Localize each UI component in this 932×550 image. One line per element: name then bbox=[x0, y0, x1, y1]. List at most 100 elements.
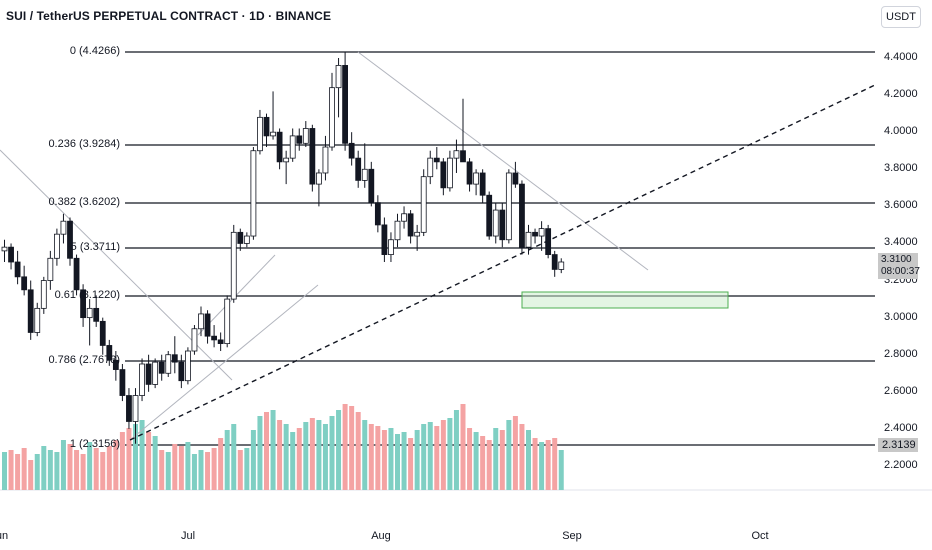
volume-bar bbox=[191, 454, 197, 490]
volume-bar bbox=[257, 416, 263, 490]
candle-body-down bbox=[237, 231, 244, 244]
volume-bar bbox=[218, 438, 224, 490]
candle-body-up bbox=[335, 65, 342, 89]
volume-bar bbox=[545, 440, 551, 490]
fib-level-label: 5 (3.3711) bbox=[70, 241, 120, 253]
volume-bar bbox=[106, 446, 112, 490]
candle-body-up bbox=[34, 307, 41, 333]
volume-bar bbox=[342, 404, 348, 490]
candle-body-down bbox=[499, 209, 506, 241]
candle-body-up bbox=[492, 209, 499, 237]
volume-bar bbox=[355, 412, 361, 490]
candle-body-down bbox=[466, 161, 473, 185]
volume-bar bbox=[198, 450, 204, 490]
candle-body-down bbox=[217, 339, 224, 344]
candle-body-down bbox=[99, 320, 106, 346]
candle-body-down bbox=[309, 128, 316, 185]
time-tick-label: Aug bbox=[371, 530, 391, 542]
volume-bar bbox=[290, 432, 296, 490]
volume-bar bbox=[172, 444, 178, 490]
volume-bar bbox=[309, 418, 315, 490]
price-tick-label: 4.4000 bbox=[884, 51, 918, 63]
volume-bar bbox=[493, 428, 499, 490]
candle-body-down bbox=[512, 172, 519, 185]
candle-body-down bbox=[211, 335, 218, 341]
volume-bar bbox=[506, 420, 512, 490]
volume-bar bbox=[185, 442, 191, 490]
candle-body-down bbox=[532, 231, 538, 237]
candle-body-down bbox=[27, 289, 34, 333]
volume-bar bbox=[381, 430, 387, 490]
candle-body-down bbox=[21, 276, 28, 291]
volume-bar bbox=[303, 422, 309, 490]
price-tick-label: 3.0000 bbox=[884, 310, 918, 323]
volume-bar bbox=[519, 424, 525, 490]
candle-body-up bbox=[315, 172, 322, 185]
candle-body-up bbox=[257, 116, 263, 152]
volume-bar bbox=[539, 442, 545, 490]
volume-bar bbox=[395, 434, 400, 490]
volume-bar bbox=[205, 452, 211, 490]
symbol-title[interactable]: SUI / TetherUS PERPETUAL CONTRACT · 1D ·… bbox=[6, 9, 332, 23]
price-tick-label: 3.4000 bbox=[884, 236, 918, 249]
candle-body-down bbox=[381, 224, 388, 255]
volume-bar bbox=[283, 424, 289, 490]
volume-bar bbox=[231, 424, 237, 490]
candle-body-up bbox=[505, 172, 512, 241]
candle-body-down bbox=[440, 161, 447, 189]
last-price: 3.3100 bbox=[881, 254, 912, 265]
fib-level-label: 0.382 (3.6202) bbox=[48, 196, 120, 208]
candle-body-down bbox=[545, 228, 552, 255]
volume-bar bbox=[349, 406, 355, 490]
volume-bar bbox=[499, 430, 505, 490]
price-tick-label: 2.6000 bbox=[884, 384, 918, 397]
candle-body-up bbox=[329, 87, 335, 148]
candle-body-up bbox=[558, 261, 565, 270]
last-price-badge: 3.3100 08:00:37 bbox=[878, 253, 920, 279]
candle-body-up bbox=[230, 231, 237, 300]
volume-bar bbox=[28, 460, 34, 490]
time-tick-label: Sep bbox=[562, 530, 582, 542]
price-tick-label: 2.4000 bbox=[884, 421, 918, 434]
volume-bar bbox=[421, 424, 427, 490]
candle-body-down bbox=[263, 116, 270, 137]
volume-bar bbox=[552, 438, 558, 490]
candle-body-down bbox=[460, 150, 466, 163]
volume-bar bbox=[67, 444, 73, 490]
candle-body-down bbox=[93, 307, 100, 322]
candle-body-up bbox=[60, 220, 67, 235]
fib-level-label: 0.236 (3.9284) bbox=[48, 138, 120, 150]
price-tick-label: 3.8000 bbox=[884, 162, 918, 175]
fib-level-label: 1 (2.3156) bbox=[69, 438, 120, 450]
volume-bar bbox=[526, 430, 531, 490]
volume-bar bbox=[296, 428, 302, 490]
candle-body-down bbox=[342, 65, 349, 144]
candle-body-down bbox=[119, 369, 126, 396]
candle-body-down bbox=[374, 202, 381, 226]
candle-body-down bbox=[158, 361, 165, 374]
candle-body-down bbox=[73, 257, 80, 291]
candle-body-up bbox=[132, 395, 139, 422]
candle-body-up bbox=[446, 157, 453, 189]
volume-bar bbox=[224, 430, 230, 490]
volume-bar bbox=[113, 440, 119, 490]
candle-body-up bbox=[1, 246, 8, 252]
candle-body-down bbox=[348, 142, 355, 159]
candle-body-down bbox=[80, 289, 86, 319]
price-tick-label: 2.8000 bbox=[884, 347, 918, 360]
volume-bar bbox=[47, 450, 53, 490]
candle-body-down bbox=[276, 131, 283, 163]
volume-bar bbox=[87, 442, 93, 490]
currency-button[interactable]: USDT bbox=[881, 6, 921, 28]
candle-body-down bbox=[178, 361, 185, 382]
candle-body-up bbox=[388, 239, 394, 255]
candle-body-up bbox=[420, 176, 427, 233]
candle-body-up bbox=[250, 150, 257, 237]
volume-bar bbox=[336, 410, 342, 490]
candle-body-down bbox=[296, 135, 303, 144]
candle-body-up bbox=[86, 307, 93, 319]
volume-bar bbox=[139, 420, 145, 490]
volume-bar bbox=[486, 440, 492, 490]
